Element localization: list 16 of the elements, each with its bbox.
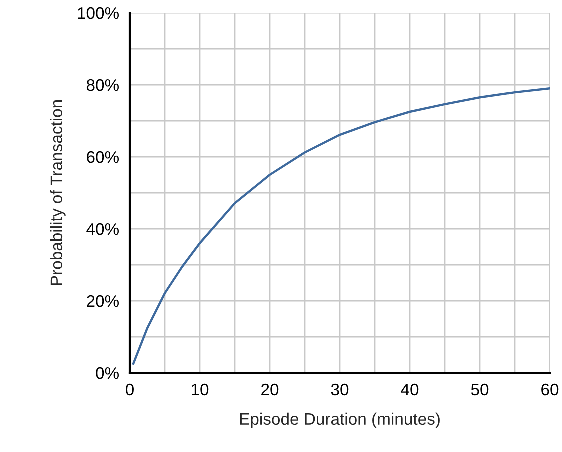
y-tick-label: 40% [86,223,119,236]
y-tick-label: 60% [87,151,119,164]
y-tick-label: 100% [78,7,119,20]
x-tick-label: 50 [471,384,489,396]
x-axis-title: Episode Duration (minutes) [240,412,440,428]
x-tick-label: 60 [542,384,559,396]
y-tick-label: 20% [87,295,119,308]
y-tick-label: 0% [96,367,119,380]
x-tick-label: 30 [331,384,349,396]
x-tick-label: 40 [401,384,419,396]
line-series [132,87,550,366]
x-tick-label: 10 [192,384,209,396]
y-axis-title: Probability of Transaction [50,100,66,286]
y-tick-label: 80% [86,79,119,92]
x-tick-label: 0 [126,384,134,396]
x-tick-label: 20 [262,384,279,396]
